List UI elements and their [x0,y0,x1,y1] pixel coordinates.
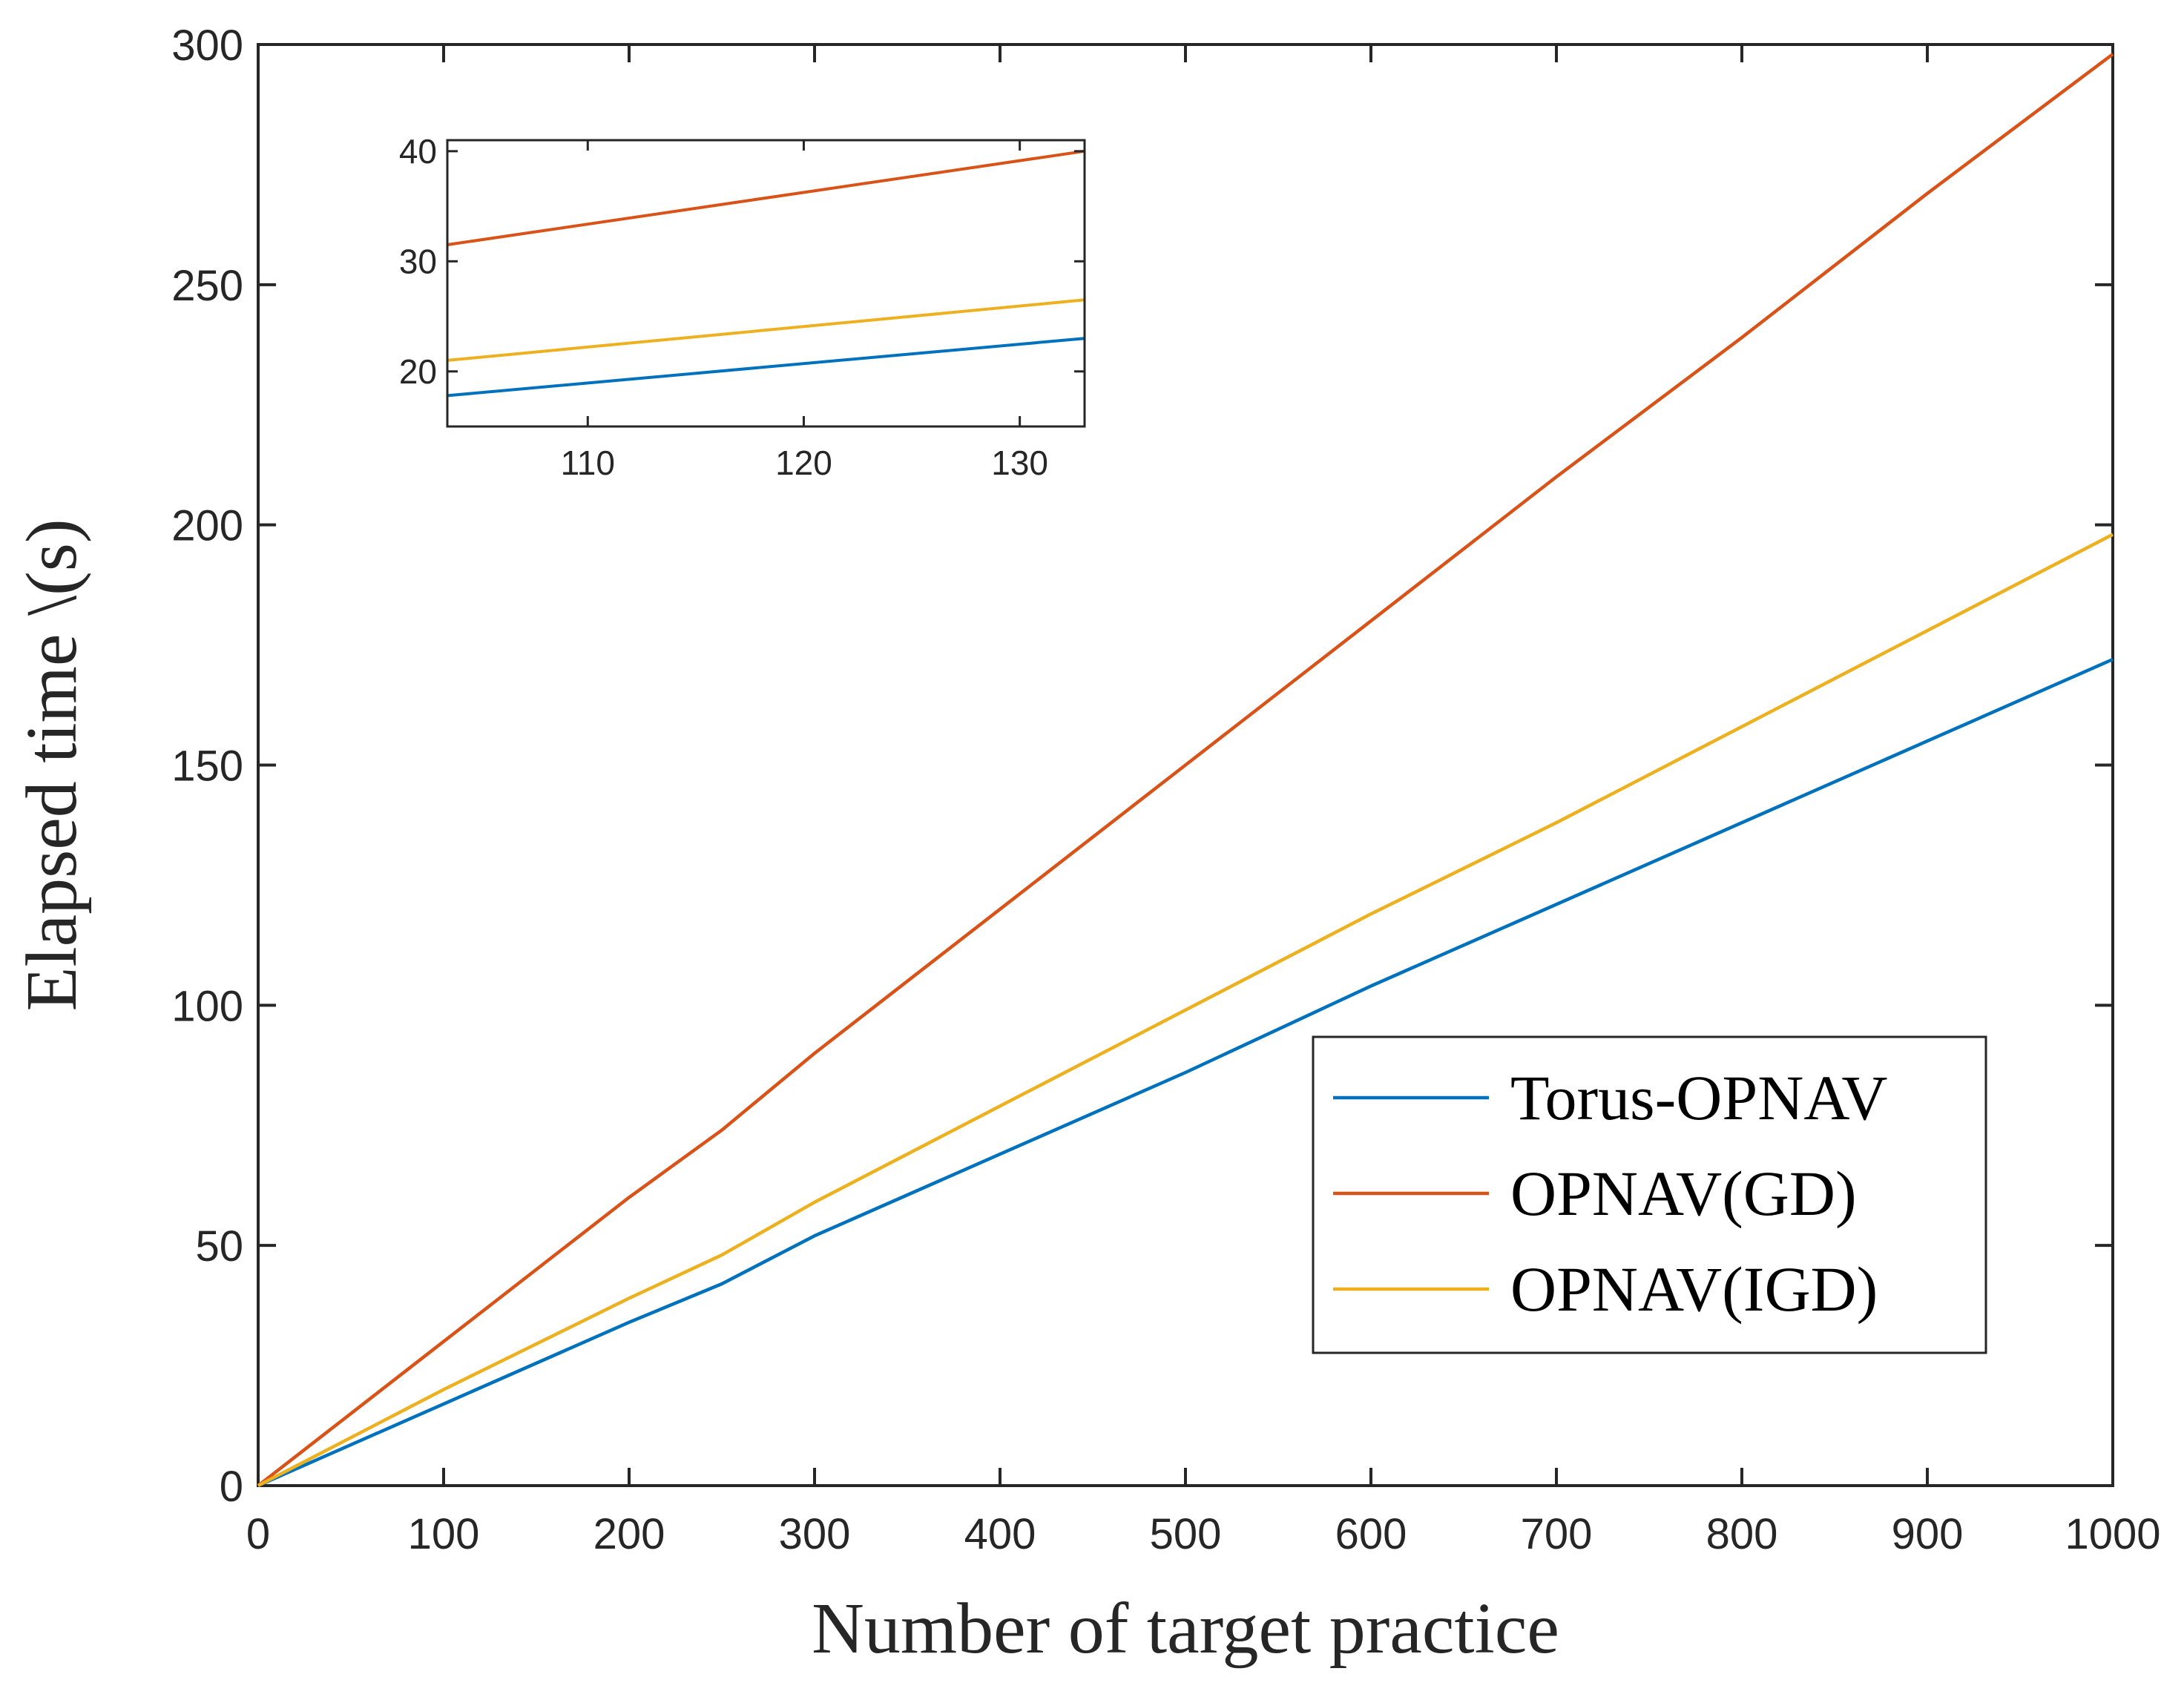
legend-label-opnav-gd: OPNAV(GD) [1510,1158,1857,1229]
main-plot-area: 0 100 200 300 400 500 600 700 800 900 1000 0 50 100 15… [171,22,2160,1558]
inset-x-tick-label: 120 [775,444,832,482]
y-tick-label: 250 [171,262,243,310]
x-tick-label: 200 [593,1510,665,1558]
y-tick-label: 300 [171,22,243,70]
inset-axes-frame [446,139,1086,428]
inset-series-line-torus-opnav [447,337,1085,398]
y-tick-label: 50 [195,1222,243,1271]
x-tick-label: 500 [1150,1510,1222,1558]
y-tick-label: 200 [171,502,243,550]
series-line-torus-opnav [257,657,2114,1488]
x-tick-label: 300 [779,1510,851,1558]
x-tick-label: 100 [408,1510,480,1558]
inset-series-line-opnav-gd [447,149,1085,246]
legend-label-torus-opnav: Torus-OPNAV [1510,1062,1887,1133]
inset-y-tick-label: 40 [399,132,437,171]
y-tick-label: 150 [171,742,243,791]
inset-y-tick-label: 20 [399,352,437,391]
x-tick-label: 800 [1706,1510,1778,1558]
main-axis-ticks: 0 100 200 300 400 500 600 700 800 900 1000 0 50 100 15… [171,22,2160,1558]
legend: Torus-OPNAV OPNAV(GD) OPNAV(IGD) [1312,1035,1987,1354]
x-tick-label: 600 [1335,1510,1407,1558]
inset-series-line-opnav-igd [447,298,1085,362]
series-line-opnav-igd [257,533,2114,1487]
inset-background [447,140,1085,426]
y-axis-label: Elapsed time \(s) [12,518,92,1011]
x-tick-label: 1000 [2065,1510,2160,1558]
legend-label-opnav-igd: OPNAV(IGD) [1510,1253,1878,1325]
x-tick-label: 900 [1892,1510,1964,1558]
series-line-opnav-gd [257,53,2114,1487]
inset-axis-ticks: 110 120 130 20 30 40 [399,132,1085,482]
y-tick-label: 0 [220,1463,243,1511]
inset-y-tick-label: 30 [399,242,437,280]
inset-x-tick-label: 110 [561,444,615,482]
x-axis-label: Number of target practice [812,1589,1559,1669]
inset-series-lines [447,149,1085,398]
inset-x-tick-label: 130 [991,444,1048,482]
inset-zoom-plot: 110 120 130 20 30 40 [399,132,1086,482]
y-tick-label: 100 [171,982,243,1030]
x-tick-label: 700 [1521,1510,1593,1558]
x-tick-label: 400 [964,1510,1036,1558]
main-series-lines [257,53,2114,1488]
x-tick-label: 0 [246,1510,270,1558]
